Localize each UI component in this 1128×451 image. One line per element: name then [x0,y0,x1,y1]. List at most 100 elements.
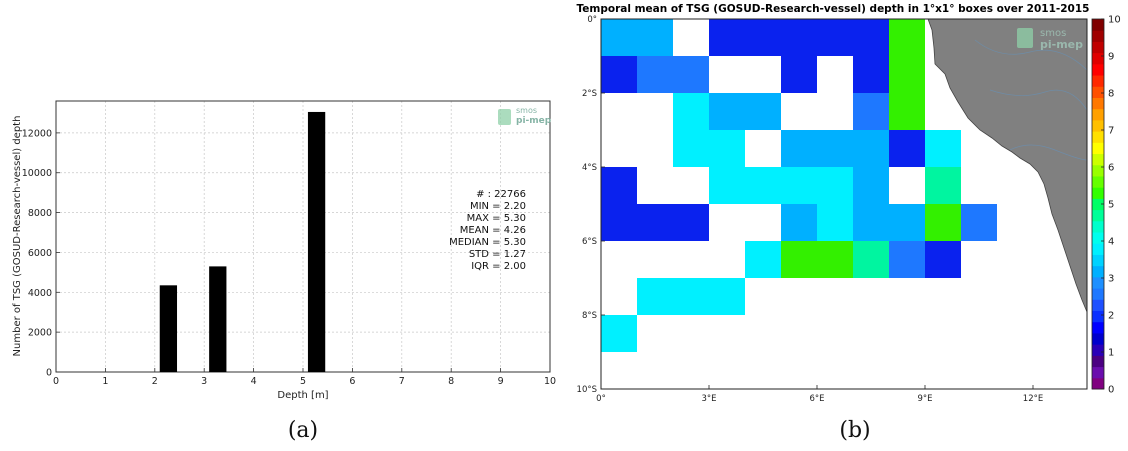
colorbar-segment [1092,344,1104,356]
colorbar-segment [1092,19,1104,31]
heatmap-cell [673,130,709,167]
heatmap-cell [853,130,889,167]
lat-tick-label: 0° [587,15,597,25]
colorbar-segment [1092,288,1104,300]
smos-pi-mep-logo: smos pi-mep [498,106,552,126]
colorbar-segment [1092,332,1104,345]
stat-line: MIN = 2.20 [470,201,526,212]
map-frame [600,18,1088,390]
heatmap-cell [853,241,889,278]
logo-glyph-icon [1017,28,1033,48]
colorbar-tick-label: 0 [1108,385,1114,396]
heatmap-cell [709,93,745,130]
histogram-bar [209,266,227,372]
y-tick-label: 8000 [28,208,52,219]
heatmap-cell [817,204,853,241]
caption-b: (b) [839,418,870,443]
heatmap-cell [601,167,637,204]
heatmap-cell [925,204,961,241]
stat-line: IQR = 2.00 [471,261,526,272]
heatmap-cell [637,19,673,56]
heatmap-cell [745,241,781,278]
logo-line1: smos [516,106,537,115]
grid-lines [55,101,551,373]
x-tick-label: 0 [53,376,59,387]
colorbar-tick-label: 5 [1108,200,1114,211]
colorbar-segment [1092,108,1104,121]
heatmap-cell [673,56,709,93]
heatmap-cell [889,204,925,241]
colorbar-segment [1092,254,1104,267]
river-lines [974,39,1088,161]
lat-tick-label: 2°S [582,89,597,99]
x-tick-label: 10 [544,376,556,387]
map-title: Temporal mean of TSG (GOSUD-Research-ves… [577,3,1090,15]
heatmap-cell [745,167,781,204]
colorbar-tick-label: 10 [1108,15,1121,26]
river-line [974,39,1088,71]
x-axis-ticks: 0 1 2 3 4 5 6 7 8 9 10 [53,368,556,387]
colorbar-segment [1092,131,1104,143]
smos-pi-mep-logo: smos pi-mep [1017,28,1083,51]
histogram-bar [307,111,326,372]
y-tick-label: 0 [46,368,52,379]
heatmap-cell [709,19,745,56]
land-area [927,18,1088,313]
colorbar-segment [1092,243,1104,255]
heatmap-cell [817,19,853,56]
y-tick-label: 10000 [22,168,52,179]
colorbar-tick-label: 7 [1108,126,1114,137]
logo-line2: pi-mep [1040,38,1083,51]
heatmap-cell [817,241,853,278]
colorbar-segment [1092,119,1104,132]
x-tick-label: 2 [152,376,158,387]
heatmap-cell [745,93,781,130]
stat-line: MAX = 5.30 [467,213,526,224]
colorbar-segment [1092,86,1104,98]
colorbar-tick-label: 6 [1108,163,1114,174]
colorbar-tick-label: 9 [1108,52,1114,63]
heatmap-cell [745,19,781,56]
x-tick-label: 6 [349,376,355,387]
heatmap-cell [925,167,961,204]
lon-tick-label: 0° [596,394,606,404]
colorbar-segment [1092,63,1104,76]
colorbar-segment [1092,310,1104,323]
colorbar-segment [1092,175,1104,188]
lon-tick-label: 12°E [1023,394,1043,404]
colorbar-segment [1092,153,1104,166]
heatmap-cell [889,93,925,130]
heatmap-cell [853,19,889,56]
heatmap-cell [601,19,637,56]
colorbar-segment [1092,30,1104,42]
colorbar-segment [1092,187,1104,199]
colorbar-tick-label: 3 [1108,274,1114,285]
stat-line: # : 22766 [476,189,526,200]
heatmap-cell [889,19,925,56]
y-tick-label: 12000 [22,128,52,139]
heatmap-cell [673,278,709,315]
colorbar-segment [1092,299,1104,312]
heatmap-map: Temporal mean of TSG (GOSUD-Research-ves… [577,3,1121,443]
heatmap-cell [925,130,961,167]
heatmap-cell [853,204,889,241]
y-axis-ticks: 0 2000 4000 6000 8000 10000 12000 [22,128,60,379]
x-axis-label: Depth [m] [277,390,328,401]
heatmap-cell [781,204,817,241]
stat-line: MEAN = 4.26 [460,225,526,236]
colorbar-segment [1092,97,1104,110]
lat-tick-label: 6°S [582,237,597,247]
river-line [1009,144,1088,161]
colorbar [1091,18,1105,390]
lon-tick-label: 3°E [701,394,716,404]
colorbar-segment [1092,276,1104,289]
colorbar-segment [1092,355,1104,368]
colorbar-segment [1092,232,1104,244]
logo-glyph-icon [498,109,511,125]
lat-tick-label: 4°S [582,163,597,173]
y-axis-label: Number of TSG (GOSUD-Research-vessel) de… [12,116,23,357]
heatmap-cell [673,93,709,130]
y-tick-label: 6000 [28,248,52,259]
